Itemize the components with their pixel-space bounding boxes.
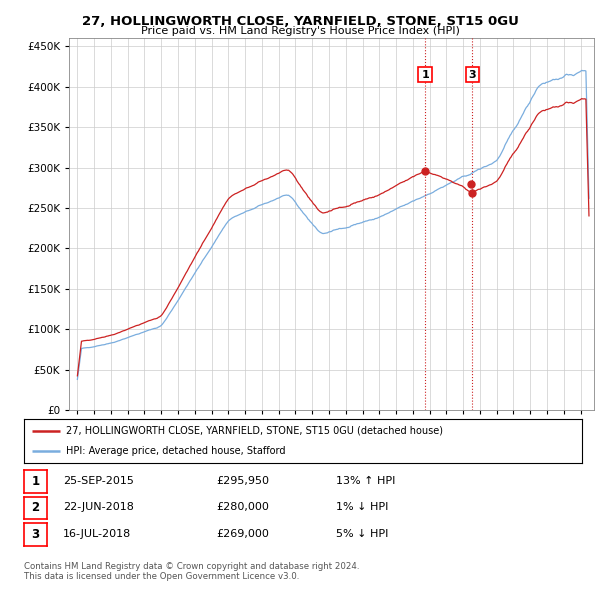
Text: 22-JUN-2018: 22-JUN-2018 — [63, 503, 134, 512]
Text: £280,000: £280,000 — [216, 503, 269, 512]
Text: 1: 1 — [421, 70, 429, 80]
Text: 27, HOLLINGWORTH CLOSE, YARNFIELD, STONE, ST15 0GU: 27, HOLLINGWORTH CLOSE, YARNFIELD, STONE… — [82, 15, 518, 28]
Text: £269,000: £269,000 — [216, 529, 269, 539]
Text: 13% ↑ HPI: 13% ↑ HPI — [336, 476, 395, 486]
Text: 16-JUL-2018: 16-JUL-2018 — [63, 529, 131, 539]
Text: Price paid vs. HM Land Registry's House Price Index (HPI): Price paid vs. HM Land Registry's House … — [140, 26, 460, 36]
Text: 27, HOLLINGWORTH CLOSE, YARNFIELD, STONE, ST15 0GU (detached house): 27, HOLLINGWORTH CLOSE, YARNFIELD, STONE… — [66, 426, 443, 436]
Text: Contains HM Land Registry data © Crown copyright and database right 2024.: Contains HM Land Registry data © Crown c… — [24, 562, 359, 571]
Text: £295,950: £295,950 — [216, 476, 269, 486]
Text: 2: 2 — [31, 502, 40, 514]
Text: 1% ↓ HPI: 1% ↓ HPI — [336, 503, 388, 512]
Text: HPI: Average price, detached house, Stafford: HPI: Average price, detached house, Staf… — [66, 446, 286, 456]
Text: 25-SEP-2015: 25-SEP-2015 — [63, 476, 134, 486]
Text: 3: 3 — [31, 528, 40, 541]
Text: This data is licensed under the Open Government Licence v3.0.: This data is licensed under the Open Gov… — [24, 572, 299, 581]
Text: 3: 3 — [469, 70, 476, 80]
Text: 1: 1 — [31, 475, 40, 488]
Text: 5% ↓ HPI: 5% ↓ HPI — [336, 529, 388, 539]
